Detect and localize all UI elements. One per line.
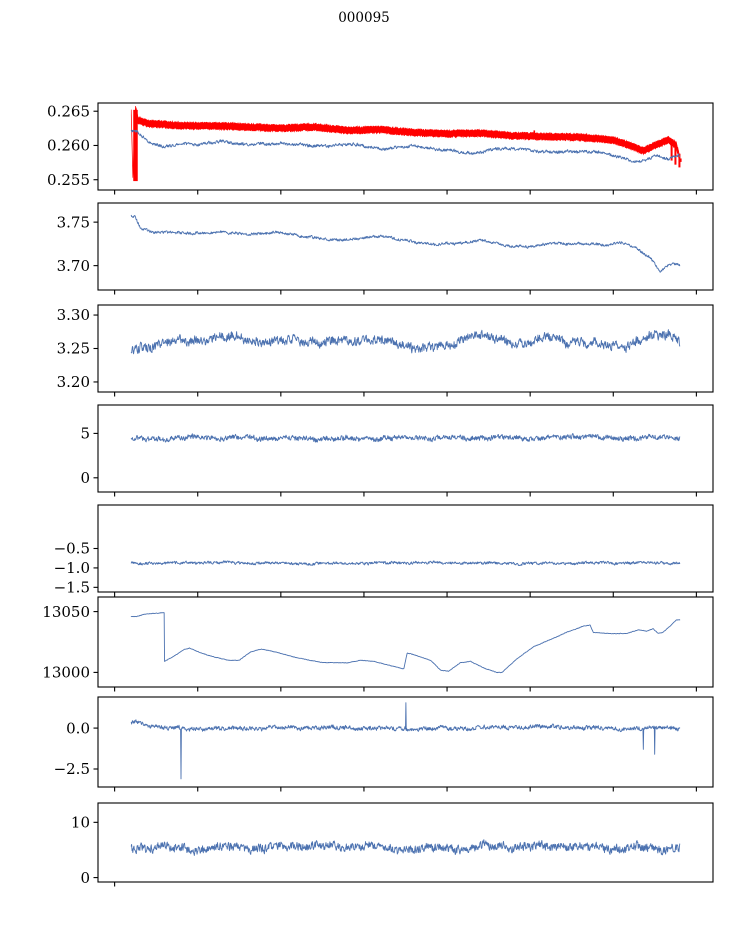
- ytick-label: 13050: [42, 603, 90, 621]
- ytick-label: 3.20: [57, 373, 90, 391]
- series-g_red-tail-spike-1: [674, 144, 677, 165]
- ytick-label: 0: [80, 469, 90, 487]
- panel-b₁: −2.5 0.0: [54, 696, 714, 792]
- panel-data-area: [130, 214, 681, 273]
- series-sigma0_mK: [130, 329, 681, 355]
- panel-data-area: [130, 839, 681, 856]
- panel-data-area: [130, 560, 681, 566]
- ytick-label: 0.260: [47, 137, 90, 155]
- panel-frame: [97, 696, 714, 788]
- series-g_red-tail-spike-3: [679, 158, 682, 162]
- ytick-label: 0.265: [47, 102, 90, 120]
- series-b0: [130, 612, 681, 674]
- panel-σ₀ [du]: 3.70 3.75: [57, 202, 714, 295]
- panel-b₀: 13000 13050: [42, 596, 714, 692]
- ytick-label: −0.5: [54, 540, 90, 558]
- ytick-label: 0.255: [47, 171, 90, 189]
- panel-frame: [97, 304, 714, 393]
- series-g_blue: [130, 129, 681, 163]
- series-chi2: [130, 839, 681, 856]
- series-alpha: [130, 560, 681, 566]
- panel-frame: [97, 596, 714, 688]
- ytick-label: 3.70: [57, 257, 90, 275]
- panel-data-area: [130, 105, 682, 182]
- panel-χ²: 0 10: [71, 802, 714, 887]
- series-g_red-tail-spike-2: [678, 153, 681, 168]
- ytick-label: 3.25: [57, 340, 90, 358]
- panel-α: −1.5 −1.0−0.5: [54, 504, 714, 597]
- series-g_red-initial-spike: [133, 109, 138, 182]
- panel-data-area: [130, 329, 681, 355]
- panel-frame: [97, 802, 714, 883]
- ytick-label: 0.0: [66, 719, 90, 737]
- ytick-label: 5: [80, 425, 90, 443]
- series-b1: [130, 702, 681, 780]
- series-g_red-mid-spike: [533, 130, 536, 138]
- ytick-label: −1.5: [54, 579, 90, 597]
- ytick-label: 3.75: [57, 213, 90, 231]
- ytick-label: 3.30: [57, 306, 90, 324]
- panel-frame: [97, 404, 714, 493]
- ytick-label: 10: [71, 814, 90, 832]
- panel-frame: [97, 504, 714, 593]
- ytick-label: 13000: [42, 664, 90, 682]
- panel-frame: [97, 102, 714, 191]
- panel-g: 0.255 0.260 0.265: [47, 102, 714, 195]
- series-fknee: [130, 432, 681, 443]
- panel-f_knee [mHz]: 05: [80, 404, 714, 497]
- ytick-label: −1.0: [54, 559, 90, 577]
- ytick-label: 0: [80, 869, 90, 887]
- figure-title: 000095: [338, 10, 390, 26]
- panel-σ₀[mK s¹ᐟ²]: 3.20 3.25 3.30: [57, 304, 714, 397]
- panel-data-area: [130, 702, 681, 780]
- series-sigma0_du: [130, 214, 681, 273]
- panel-data-area: [130, 432, 681, 443]
- series-g_red-tail-spike-0: [670, 141, 673, 161]
- ytick-label: −2.5: [54, 760, 90, 778]
- panel-frame: [97, 202, 714, 291]
- series-g_red: [130, 105, 681, 178]
- panel-data-area: [130, 612, 681, 674]
